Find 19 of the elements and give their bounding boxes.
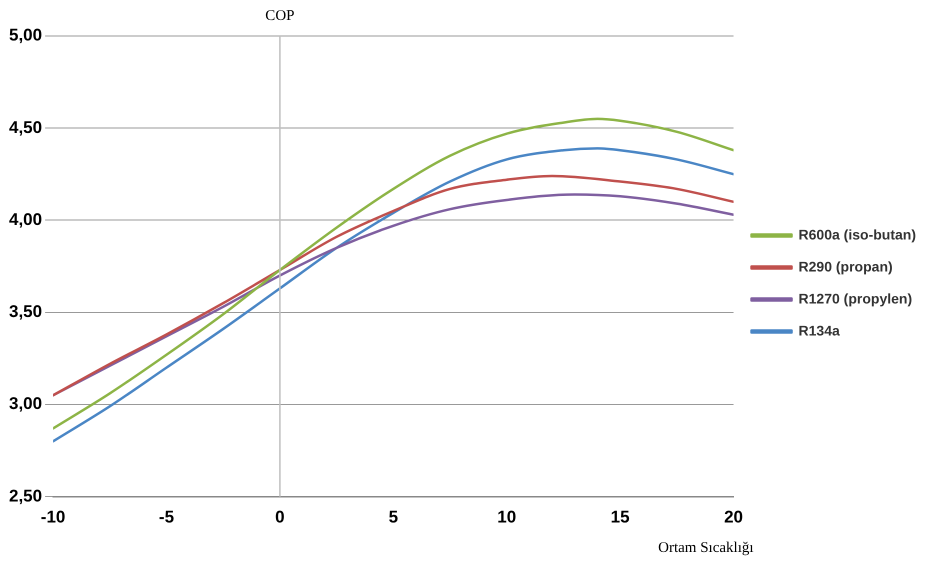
x-tick-label: 0 [275, 507, 285, 526]
x-tick-label: 5 [388, 507, 398, 526]
x-axis-title: Ortam Sıcaklığı [658, 540, 754, 556]
legend-label: R290 (propan) [798, 258, 893, 274]
y-tick-label: 4,50 [8, 118, 42, 137]
y-tick-label: 3,00 [8, 394, 42, 414]
x-tick-label: 15 [610, 507, 630, 526]
y-tick-label: 5,00 [8, 26, 42, 45]
x-tick-label: -5 [158, 507, 174, 526]
y-tick-label: 2,50 [8, 486, 42, 506]
x-tick-label: -10 [40, 507, 66, 526]
legend-label: R600a (iso-butan) [798, 226, 916, 242]
y-tick-label: 3,50 [8, 302, 42, 322]
y-axis-title: COP [265, 8, 294, 24]
legend-label: R134a [798, 322, 840, 338]
legend-label: R1270 (propylen) [798, 290, 912, 306]
y-tick-label: 4,00 [8, 210, 42, 229]
x-tick-label: 10 [497, 507, 516, 526]
x-tick-label: 20 [724, 507, 743, 526]
